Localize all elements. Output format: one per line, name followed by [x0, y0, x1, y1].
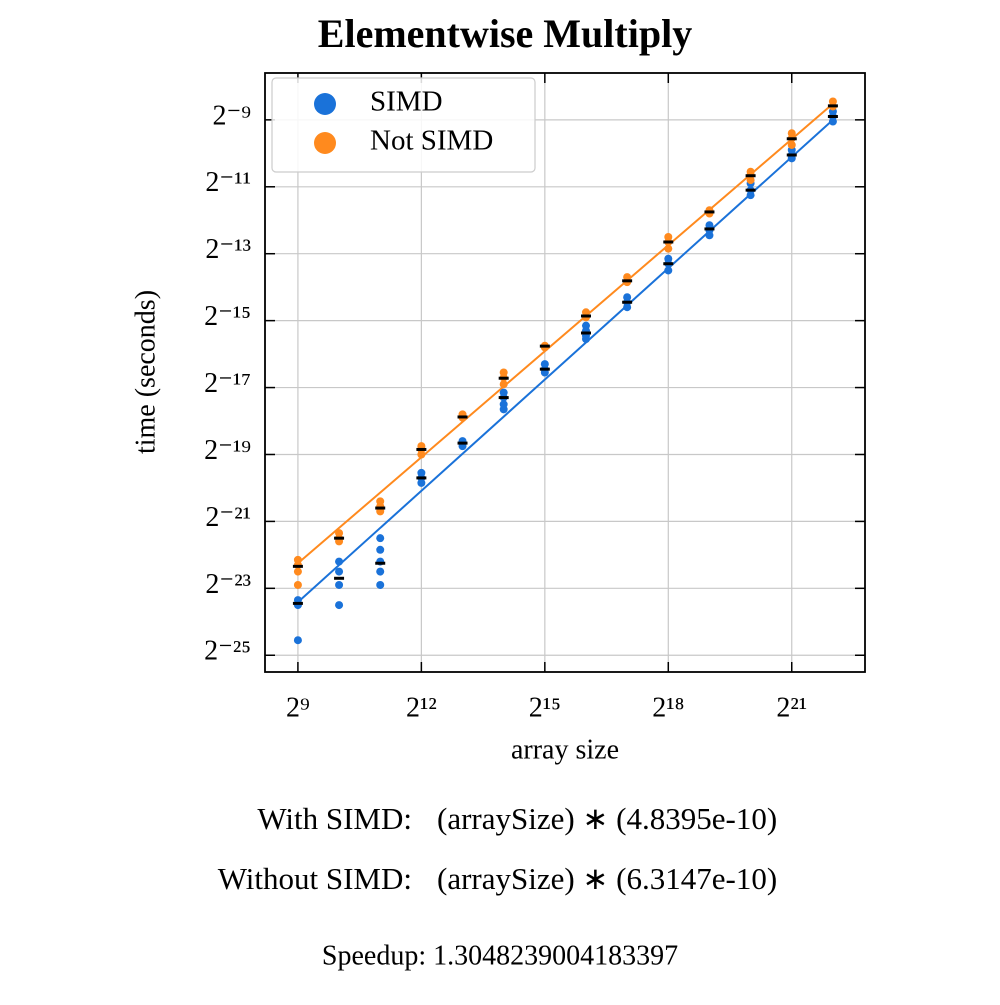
- fit-line: [297, 119, 834, 603]
- legend-box: [271, 77, 536, 173]
- legend-label: SIMD: [370, 86, 443, 118]
- annotation-expression: (arraySize) ∗ (6.3147e-10): [437, 861, 777, 896]
- data-point: [787, 140, 796, 149]
- data-point: [376, 580, 385, 589]
- y-tick-label: 2⁻¹⁷: [204, 368, 251, 399]
- x-tick-label: 2¹²: [406, 692, 437, 723]
- annotation-label: Without SIMD:: [218, 861, 412, 896]
- data-point: [499, 405, 508, 414]
- data-point: [623, 303, 632, 312]
- data-point: [499, 380, 508, 389]
- data-point: [335, 557, 344, 566]
- y-tick-label: 2⁻²¹: [205, 502, 251, 533]
- x-tick-label: 2¹⁵: [529, 692, 561, 723]
- data-point: [293, 567, 302, 576]
- fit-line: [297, 103, 834, 564]
- annotation-expression: (arraySize) ∗ (4.8395e-10): [437, 801, 777, 836]
- data-point: [828, 117, 837, 126]
- data-point: [746, 176, 755, 185]
- legend-marker: [314, 132, 336, 154]
- y-tick-label: 2⁻¹¹: [205, 167, 251, 198]
- x-tick-label: 2²¹: [776, 692, 807, 723]
- data-point: [417, 478, 426, 487]
- data-point: [335, 580, 344, 589]
- data-point: [664, 266, 673, 275]
- data-point: [705, 231, 714, 240]
- y-tick-label: 2⁻²³: [205, 569, 251, 600]
- y-tick-label: 2⁻¹³: [205, 234, 251, 265]
- x-axis-label: array size: [511, 734, 619, 765]
- legend-label: Not SIMD: [370, 125, 493, 157]
- x-tick-label: 2¹⁸: [652, 692, 684, 723]
- y-tick-label: 2⁻¹⁵: [204, 301, 251, 332]
- y-tick-label: 2⁻²⁵: [204, 636, 251, 667]
- footer: Speedup: 1.3048239004183397: [322, 940, 678, 971]
- y-tick-label: 2⁻⁹: [212, 100, 251, 131]
- y-tick-label: 2⁻¹⁹: [204, 435, 251, 466]
- chart-title: Elementwise Multiply: [318, 11, 692, 56]
- data-point: [335, 601, 344, 610]
- data-point: [335, 567, 344, 576]
- data-point: [664, 244, 673, 253]
- data-point: [746, 191, 755, 200]
- data-point: [293, 580, 302, 589]
- legend-marker: [314, 93, 336, 115]
- plot-frame: [264, 72, 866, 673]
- data-point: [293, 636, 302, 645]
- data-point: [376, 567, 385, 576]
- data-point: [376, 545, 385, 554]
- y-axis-label: time (seconds): [130, 290, 161, 454]
- data-point: [417, 450, 426, 459]
- data-point: [376, 534, 385, 543]
- data-point: [581, 335, 590, 344]
- x-tick-label: 2⁹: [286, 692, 310, 723]
- annotation-label: With SIMD:: [257, 801, 412, 836]
